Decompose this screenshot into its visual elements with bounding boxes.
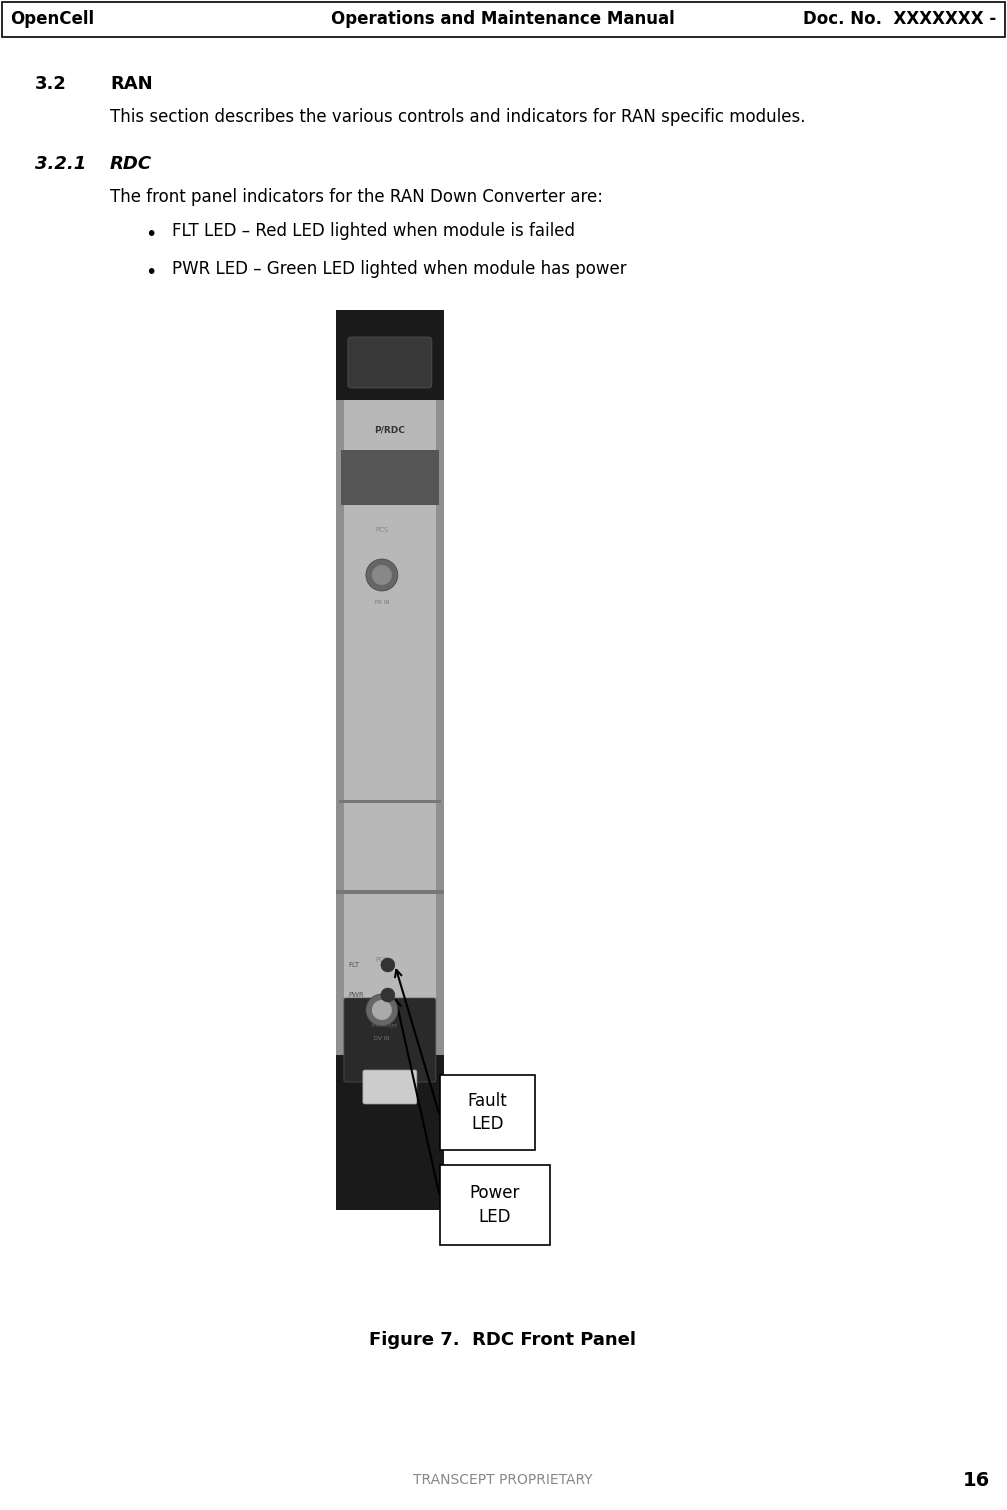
Text: PWR LED – Green LED lighted when module has power: PWR LED – Green LED lighted when module … bbox=[172, 260, 626, 278]
Text: RAN: RAN bbox=[110, 76, 153, 94]
Circle shape bbox=[372, 565, 392, 584]
Bar bbox=[336, 310, 444, 1210]
Text: PR IN: PR IN bbox=[375, 601, 389, 606]
Text: DV IN: DV IN bbox=[375, 1036, 390, 1040]
Text: Doc. No.  XXXXXXX -: Doc. No. XXXXXXX - bbox=[804, 11, 997, 29]
Text: The front panel indicators for the RAN Down Converter are:: The front panel indicators for the RAN D… bbox=[110, 189, 603, 205]
Text: •: • bbox=[145, 225, 156, 245]
Text: Operations and Maintenance Manual: Operations and Maintenance Manual bbox=[331, 11, 675, 29]
Text: PCS: PCS bbox=[376, 527, 389, 533]
Text: FLT LED – Red LED lighted when module is failed: FLT LED – Red LED lighted when module is… bbox=[172, 222, 575, 240]
Text: 16: 16 bbox=[963, 1471, 990, 1489]
Text: This section describes the various controls and indicators for RAN specific modu: This section describes the various contr… bbox=[110, 109, 806, 125]
FancyBboxPatch shape bbox=[363, 1071, 417, 1104]
Text: Fault
LED: Fault LED bbox=[467, 1092, 508, 1134]
Circle shape bbox=[381, 957, 395, 972]
Circle shape bbox=[372, 1000, 392, 1019]
Text: Power
LED: Power LED bbox=[469, 1184, 520, 1226]
Bar bbox=[336, 889, 444, 894]
Bar bbox=[440, 1166, 550, 1246]
Text: Figure 7.  RDC Front Panel: Figure 7. RDC Front Panel bbox=[370, 1330, 636, 1348]
Bar bbox=[343, 390, 436, 1060]
Text: TRANSCEPT PROPRIETARY: TRANSCEPT PROPRIETARY bbox=[413, 1472, 593, 1487]
FancyBboxPatch shape bbox=[347, 337, 432, 388]
Bar bbox=[339, 800, 441, 803]
Text: PWR: PWR bbox=[347, 992, 364, 998]
Text: transcept: transcept bbox=[372, 1022, 398, 1027]
Bar bbox=[336, 310, 444, 400]
Text: RDC: RDC bbox=[110, 156, 152, 174]
Circle shape bbox=[366, 559, 398, 590]
Text: OpenCell: OpenCell bbox=[10, 11, 94, 29]
Text: •: • bbox=[145, 263, 156, 282]
Circle shape bbox=[366, 994, 398, 1025]
Text: PCS: PCS bbox=[376, 957, 389, 963]
Bar bbox=[341, 450, 439, 504]
Circle shape bbox=[381, 988, 395, 1003]
Text: P/RDC: P/RDC bbox=[375, 426, 405, 435]
FancyBboxPatch shape bbox=[343, 998, 436, 1083]
Bar bbox=[440, 1075, 535, 1151]
Text: 3.2.1: 3.2.1 bbox=[35, 156, 87, 174]
Text: 3.2: 3.2 bbox=[35, 76, 66, 94]
Text: FLT: FLT bbox=[347, 962, 359, 968]
Bar bbox=[336, 1055, 444, 1210]
Bar bbox=[2, 2, 1005, 38]
